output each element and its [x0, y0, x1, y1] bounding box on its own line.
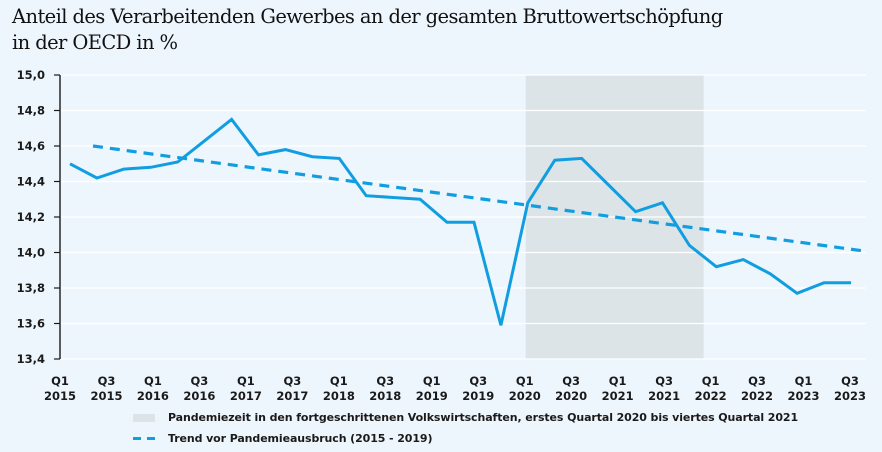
legend-label-pandemic: Pandemiezeit in den fortgeschrittenen Vo…: [168, 411, 799, 424]
x-tick-label-quarter: Q1: [330, 374, 348, 388]
x-tick-label-year: 2019: [462, 389, 494, 403]
x-tick-label-quarter: Q3: [655, 374, 673, 388]
legend-swatch-band: [133, 413, 155, 422]
x-tick-label-quarter: Q3: [841, 374, 859, 388]
x-tick-label-quarter: Q3: [562, 374, 580, 388]
y-axis: [54, 74, 61, 360]
x-tick-label-year: 2015: [44, 389, 76, 403]
x-tick-label-quarter: Q1: [702, 374, 720, 388]
x-tick-label-year: 2020: [555, 389, 587, 403]
y-tick-label: 13,6: [17, 317, 45, 331]
x-tick-label-quarter: Q1: [144, 374, 162, 388]
legend-item-trend: Trend vor Pandemieausbruch (2015 - 2019): [133, 432, 432, 445]
x-tick-label-quarter: Q1: [423, 374, 441, 388]
x-tick-label-year: 2023: [788, 389, 820, 403]
x-tick-label-year: 2023: [834, 389, 866, 403]
y-tick-label: 14,0: [17, 246, 45, 260]
x-tick-label-quarter: Q1: [609, 374, 627, 388]
legend-swatch-dashed-line: [133, 437, 155, 440]
y-tick-labels: 15,0 14,8 14,6 14,4 14,2 14,0 13,8 13,6 13,4: [17, 68, 45, 366]
x-tick-label-quarter: Q3: [469, 374, 487, 388]
gridlines: [60, 74, 866, 360]
x-tick-label-quarter: Q3: [748, 374, 766, 388]
x-tick-label-year: 2020: [509, 389, 541, 403]
y-tick-label: 15,0: [17, 68, 45, 82]
x-tick-label-quarter: Q1: [516, 374, 534, 388]
x-tick-labels: Q12015Q32015Q12016Q32016Q12017Q32017Q120…: [44, 374, 866, 403]
x-tick-label-year: 2018: [369, 389, 401, 403]
x-tick-label-year: 2021: [648, 389, 680, 403]
x-tick-label-year: 2021: [602, 389, 634, 403]
series-trend-dashed-line: [92, 144, 863, 253]
x-tick-label-year: 2019: [416, 389, 448, 403]
legend-item-pandemic: Pandemiezeit in den fortgeschrittenen Vo…: [133, 411, 798, 424]
y-tick-label: 13,8: [17, 281, 45, 295]
y-tick-label: 14,4: [17, 175, 45, 189]
x-tick-label-quarter: Q3: [283, 374, 301, 388]
x-tick-label-year: 2017: [276, 389, 308, 403]
y-tick-label: 14,8: [17, 104, 45, 118]
y-tick-label: 14,6: [17, 139, 45, 153]
legend-label-trend: Trend vor Pandemieausbruch (2015 - 2019): [168, 432, 433, 445]
x-tick-label-year: 2017: [230, 389, 262, 403]
chart-title: Anteil des Verarbeitenden Gewerbes an de…: [12, 4, 723, 56]
x-tick-label-quarter: Q3: [191, 374, 209, 388]
x-tick-label-quarter: Q3: [98, 374, 116, 388]
x-tick-label-quarter: Q3: [376, 374, 394, 388]
x-tick-label-quarter: Q1: [795, 374, 813, 388]
x-tick-label-year: 2015: [90, 389, 122, 403]
x-tick-label-year: 2016: [183, 389, 215, 403]
x-tick-label-year: 2018: [323, 389, 355, 403]
chart-title-line-2: in der OECD in %: [12, 31, 178, 54]
x-tick-label-year: 2022: [741, 389, 773, 403]
series-line-manufacturing-share: [69, 117, 851, 326]
x-tick-label-quarter: Q1: [51, 374, 69, 388]
x-tick-label-year: 2016: [137, 389, 169, 403]
series-layer: [69, 117, 863, 326]
x-tick-label-year: 2022: [695, 389, 727, 403]
x-tick-label-quarter: Q1: [237, 374, 255, 388]
chart-title-line-1: Anteil des Verarbeitenden Gewerbes an de…: [12, 5, 723, 28]
y-tick-label: 14,2: [17, 210, 45, 224]
y-tick-label: 13,4: [17, 352, 45, 366]
